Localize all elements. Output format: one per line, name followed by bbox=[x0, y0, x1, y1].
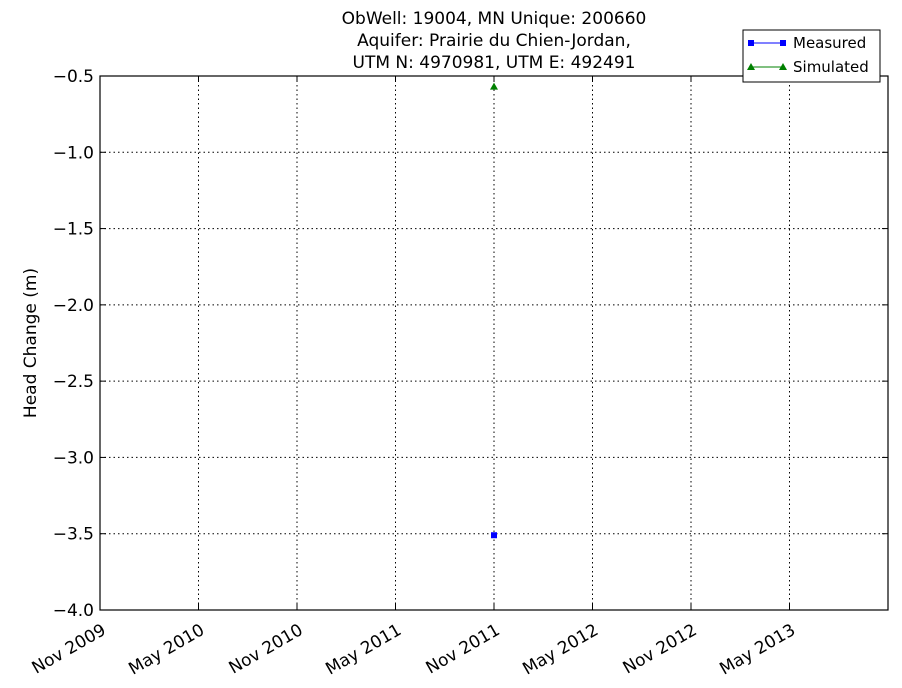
x-tick-label: Nov 2012 bbox=[620, 620, 701, 678]
y-tick-label: −4.0 bbox=[53, 601, 94, 621]
y-tick-label: −1.0 bbox=[53, 143, 94, 163]
x-tick-label: May 2012 bbox=[519, 620, 602, 679]
legend-label: Measured bbox=[793, 34, 866, 52]
x-tick-label: May 2010 bbox=[125, 620, 208, 679]
legend-box bbox=[742, 29, 881, 83]
legend-label: Simulated bbox=[793, 58, 869, 76]
y-tick-label: −0.5 bbox=[53, 67, 94, 87]
plot-frame bbox=[99, 75, 889, 611]
chart-title: ObWell: 19004, MN Unique: 200660 bbox=[342, 9, 647, 29]
y-tick-label: −1.5 bbox=[53, 220, 94, 240]
y-tick-label: −2.5 bbox=[53, 372, 94, 392]
y-tick-label: −3.5 bbox=[53, 525, 94, 545]
chart-title: Aquifer: Prairie du Chien-Jordan, bbox=[357, 31, 631, 51]
marker bbox=[748, 40, 754, 46]
x-tick-label: May 2013 bbox=[716, 620, 799, 679]
x-tick-label: Nov 2011 bbox=[423, 620, 504, 678]
marker bbox=[779, 63, 787, 70]
x-tick-label: Nov 2010 bbox=[226, 620, 307, 678]
y-tick-label: −3.0 bbox=[53, 448, 94, 468]
x-tick-label: Nov 2009 bbox=[29, 620, 110, 678]
marker bbox=[747, 63, 755, 70]
marker bbox=[491, 532, 497, 539]
chart-title: UTM N: 4970981, UTM E: 492491 bbox=[353, 53, 636, 73]
marker bbox=[780, 40, 786, 46]
x-tick-label: May 2011 bbox=[322, 620, 405, 679]
marker bbox=[490, 82, 498, 90]
y-axis-label: Head Change (m) bbox=[21, 268, 41, 418]
y-tick-label: −2.0 bbox=[53, 296, 94, 316]
